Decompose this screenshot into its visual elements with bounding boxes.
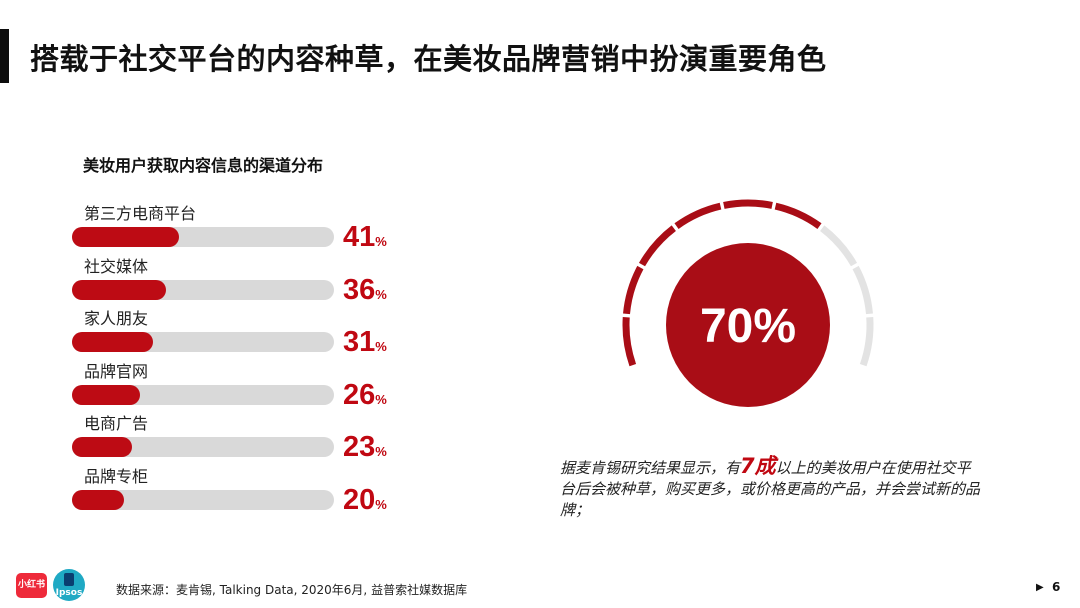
bar-row: 社交媒体 36% [60, 253, 400, 305]
bar-value-label: 23% [343, 432, 387, 467]
bar-chart: 第三方电商平台 41% 社交媒体 36% 家人朋友 31% 品牌官网 26% 电商广告 23% 品牌… [60, 200, 400, 530]
bar-value-unit: % [375, 286, 387, 302]
bar-row: 品牌官网 26% [60, 358, 400, 410]
bar-value-label: 20% [343, 485, 387, 520]
bar-value-number: 41 [343, 221, 376, 253]
page-title: 搭载于社交平台的内容种草，在美妆品牌营销中扮演重要角色 [30, 42, 827, 76]
bar-value-unit: % [375, 496, 387, 512]
next-page-icon[interactable]: ▶ [1036, 582, 1044, 593]
bar-value-label: 26% [343, 380, 387, 415]
research-note: 据麦肯锡研究结果显示，有7成以上的美妆用户在使用社交平台后会被种草，购买更多，或… [560, 456, 980, 521]
gauge-segment-filled [638, 225, 676, 267]
bar-track [72, 384, 334, 405]
bar-track [72, 437, 334, 457]
bar-category-label: 第三方电商平台 [84, 204, 197, 223]
bar-value-label: 36% [343, 275, 387, 310]
bar-category-label: 品牌专柜 [84, 466, 149, 486]
bar-value-unit: % [375, 391, 387, 407]
gauge-segment-filled [723, 199, 773, 209]
xiaohongshu-logo: 小红书 [16, 573, 47, 598]
bar-category-label: 电商广告 [84, 414, 149, 433]
note-highlight: 7成 [740, 454, 776, 478]
ipsos-logo: Ipsos [53, 569, 85, 601]
gauge-segment-filled [674, 202, 722, 230]
bar-track [72, 489, 334, 510]
gauge-value-label: 70% [700, 300, 796, 353]
gauge-chart: 70% [622, 199, 874, 407]
bar [72, 279, 167, 300]
bar-value-number: 36 [343, 273, 376, 306]
bar-value-unit: % [375, 444, 387, 459]
gauge-segment-filled [622, 317, 637, 367]
gauge-segment-empty [852, 265, 873, 315]
gauge-segment-empty [820, 225, 858, 267]
bar-value-number: 23 [343, 431, 376, 463]
bar-category-label: 社交媒体 [84, 256, 149, 276]
bar-chart-title: 美妆用户获取内容信息的渠道分布 [83, 156, 324, 175]
bar [72, 437, 133, 457]
bar [72, 489, 125, 510]
gauge-segment-filled [623, 265, 644, 315]
bar-value-number: 20 [343, 483, 376, 516]
note-text-before: 据麦肯锡研究结果显示，有 [560, 459, 741, 477]
note-text-after: 以上的美妆用户在使用社交平台后会被种草，购买更多，或价格更高的产品，并会尝试新的… [560, 459, 981, 519]
bar-category-label: 品牌官网 [84, 361, 149, 381]
bar-track [72, 227, 334, 247]
page-number: 6 [1052, 580, 1061, 594]
bar [72, 384, 141, 405]
ipsos-logo-mark [64, 573, 74, 586]
bar-value-label: 41% [343, 222, 387, 257]
bar-track [72, 279, 334, 300]
bar-value-number: 26 [343, 378, 376, 411]
bar-row: 家人朋友 31% [60, 305, 400, 357]
bar [72, 227, 180, 247]
bar-row: 品牌专柜 20% [60, 463, 400, 515]
bar-value-number: 31 [343, 326, 376, 358]
gauge-segment-filled [774, 202, 822, 230]
bar-value-unit: % [375, 339, 387, 354]
bar-track [72, 332, 334, 352]
title-accent-bar [0, 29, 9, 83]
bar-row: 电商广告 23% [60, 410, 400, 462]
bar-row: 第三方电商平台 41% [60, 200, 400, 252]
ipsos-logo-text: Ipsos [55, 588, 83, 598]
bar-value-label: 31% [343, 327, 387, 362]
bar [72, 332, 154, 352]
bar-category-label: 家人朋友 [84, 309, 149, 328]
data-source: 数据来源：麦肯锡, Talking Data, 2020年6月, 益普索社媒数据… [116, 583, 468, 597]
gauge-segment-empty [859, 317, 874, 367]
bar-value-unit: % [375, 234, 387, 249]
gauge-center [666, 243, 830, 407]
